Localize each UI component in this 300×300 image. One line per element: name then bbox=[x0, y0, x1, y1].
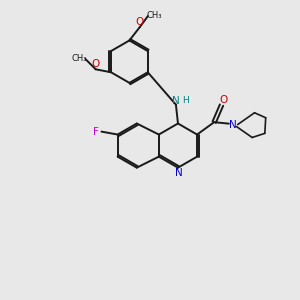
Text: O: O bbox=[91, 59, 99, 69]
Text: N: N bbox=[175, 168, 183, 178]
Text: F: F bbox=[93, 127, 99, 136]
Text: O: O bbox=[136, 17, 144, 27]
Text: O: O bbox=[219, 95, 227, 105]
Text: H: H bbox=[182, 96, 189, 105]
Text: CH₃: CH₃ bbox=[147, 11, 162, 20]
Text: CH₃: CH₃ bbox=[71, 54, 87, 63]
Text: N: N bbox=[229, 120, 236, 130]
Text: N: N bbox=[172, 96, 180, 106]
